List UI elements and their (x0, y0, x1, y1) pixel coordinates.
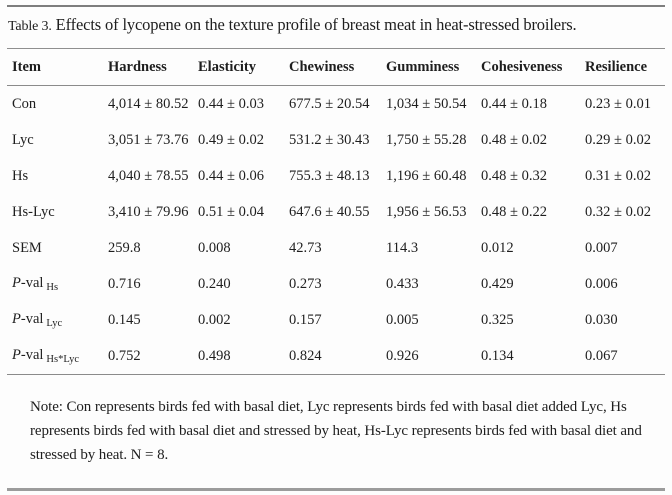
table-number-label: Table 3. (8, 19, 52, 34)
table-row-lyc: Lyc 3,051 ± 73.76 0.49 ± 0.02 531.2 ± 30… (7, 122, 665, 158)
pval-subscript: Hs (46, 282, 59, 294)
cell: 0.157 (289, 311, 322, 328)
row-label: Con (12, 95, 37, 112)
cell: 0.44 ± 0.06 (198, 167, 264, 184)
cell: 1,196 ± 60.48 (386, 167, 467, 184)
row-label: P-val Lyc (7, 302, 102, 338)
table-row-pval-hs-lyc: P-val Hs*Lyc 0.752 0.498 0.824 0.926 0.13… (7, 338, 665, 375)
cell: 0.240 (198, 275, 231, 292)
row-label: Lyc (12, 131, 34, 148)
table-row-pval-lyc: P-val Lyc 0.145 0.002 0.157 0.005 0.325 0… (7, 302, 665, 338)
row-label: Hs (12, 167, 29, 184)
cell: 0.498 (198, 347, 231, 364)
cell: 1,034 ± 50.54 (386, 95, 467, 112)
row-label: SEM (12, 239, 42, 256)
cell: 0.48 ± 0.22 (481, 203, 547, 220)
pval-text: -val (20, 310, 44, 327)
pval-italic-p: P (12, 346, 21, 363)
top-divider (7, 5, 665, 7)
table-note: Note: Con represents birds fed with basa… (30, 399, 642, 463)
column-header-gumminess: Gumminess (386, 59, 460, 75)
cell: 0.005 (386, 311, 419, 328)
cell: 4,014 ± 80.52 (108, 95, 189, 112)
cell: 0.49 ± 0.02 (198, 131, 264, 148)
cell: 0.44 ± 0.18 (481, 95, 547, 112)
table-row-con: Con 4,014 ± 80.52 0.44 ± 0.03 677.5 ± 20… (7, 86, 665, 123)
cell: 114.3 (386, 239, 419, 256)
table-title-text: Effects of lycopene on the texture profi… (51, 15, 577, 34)
cell: 0.006 (585, 275, 618, 292)
cell: 0.007 (585, 239, 618, 256)
table-row-pval-hs: P-val Hs 0.716 0.240 0.273 0.433 0.429 0.… (7, 266, 665, 302)
cell: 0.51 ± 0.04 (198, 203, 264, 220)
data-table: Item Hardness Elasticity Chewiness Gummi… (7, 48, 665, 375)
column-header-resilience: Resilience (585, 59, 648, 75)
table-row-hs-lyc: Hs-Lyc 3,410 ± 79.96 0.51 ± 0.04 647.6 ±… (7, 194, 665, 230)
cell: 0.145 (108, 311, 141, 328)
cell: 647.6 ± 40.55 (289, 203, 370, 220)
row-label: Hs-Lyc (12, 203, 55, 220)
cell: 0.429 (481, 275, 514, 292)
cell: 677.5 ± 20.54 (289, 95, 370, 112)
cell: 0.752 (108, 347, 141, 364)
cell: 259.8 (108, 239, 141, 256)
row-label: P-val Hs*Lyc (7, 338, 102, 375)
cell: 0.48 ± 0.32 (481, 167, 547, 184)
pval-text: -val (20, 274, 44, 291)
pval-italic-p: P (12, 310, 21, 327)
cell: 0.926 (386, 347, 419, 364)
row-label: P-val Hs (7, 266, 102, 302)
column-header-cohesiveness: Cohesiveness (481, 59, 563, 75)
cell: 0.002 (198, 311, 231, 328)
cell: 0.012 (481, 239, 514, 256)
column-header-elasticity: Elasticity (198, 59, 256, 75)
pval-text: -val (20, 346, 44, 363)
table-row-sem: SEM 259.8 0.008 42.73 114.3 0.012 0.007 (7, 230, 665, 266)
cell: 0.030 (585, 311, 618, 328)
cell: 3,051 ± 73.76 (108, 131, 189, 148)
bottom-divider (7, 488, 665, 491)
cell: 0.48 ± 0.02 (481, 131, 547, 148)
column-header-chewiness: Chewiness (289, 59, 355, 75)
pval-italic-p: P (12, 274, 21, 291)
cell: 0.23 ± 0.01 (585, 95, 651, 112)
column-header-item: Item (12, 59, 41, 75)
pval-subscript: Lyc (46, 318, 63, 330)
cell: 0.29 ± 0.02 (585, 131, 651, 148)
cell: 0.31 ± 0.02 (585, 167, 651, 184)
pval-subscript: Hs*Lyc (46, 354, 80, 366)
cell: 0.433 (386, 275, 419, 292)
cell: 1,956 ± 56.53 (386, 203, 467, 220)
cell: 0.824 (289, 347, 322, 364)
cell: 0.134 (481, 347, 514, 364)
cell: 0.325 (481, 311, 514, 328)
cell: 0.067 (585, 347, 618, 364)
column-header-hardness: Hardness (108, 59, 167, 75)
cell: 4,040 ± 78.55 (108, 167, 189, 184)
table-title: Table 3. Effects of lycopene on the text… (8, 15, 665, 35)
cell: 0.44 ± 0.03 (198, 95, 264, 112)
cell: 531.2 ± 30.43 (289, 131, 370, 148)
cell: 1,750 ± 55.28 (386, 131, 467, 148)
cell: 0.008 (198, 239, 231, 256)
cell: 0.716 (108, 275, 141, 292)
cell: 0.273 (289, 275, 322, 292)
cell: 42.73 (289, 239, 322, 256)
table-row-hs: Hs 4,040 ± 78.55 0.44 ± 0.06 755.3 ± 48.… (7, 158, 665, 194)
cell: 0.32 ± 0.02 (585, 203, 651, 220)
cell: 3,410 ± 79.96 (108, 203, 189, 220)
table-header-row: Item Hardness Elasticity Chewiness Gummi… (7, 48, 665, 86)
cell: 755.3 ± 48.13 (289, 167, 370, 184)
